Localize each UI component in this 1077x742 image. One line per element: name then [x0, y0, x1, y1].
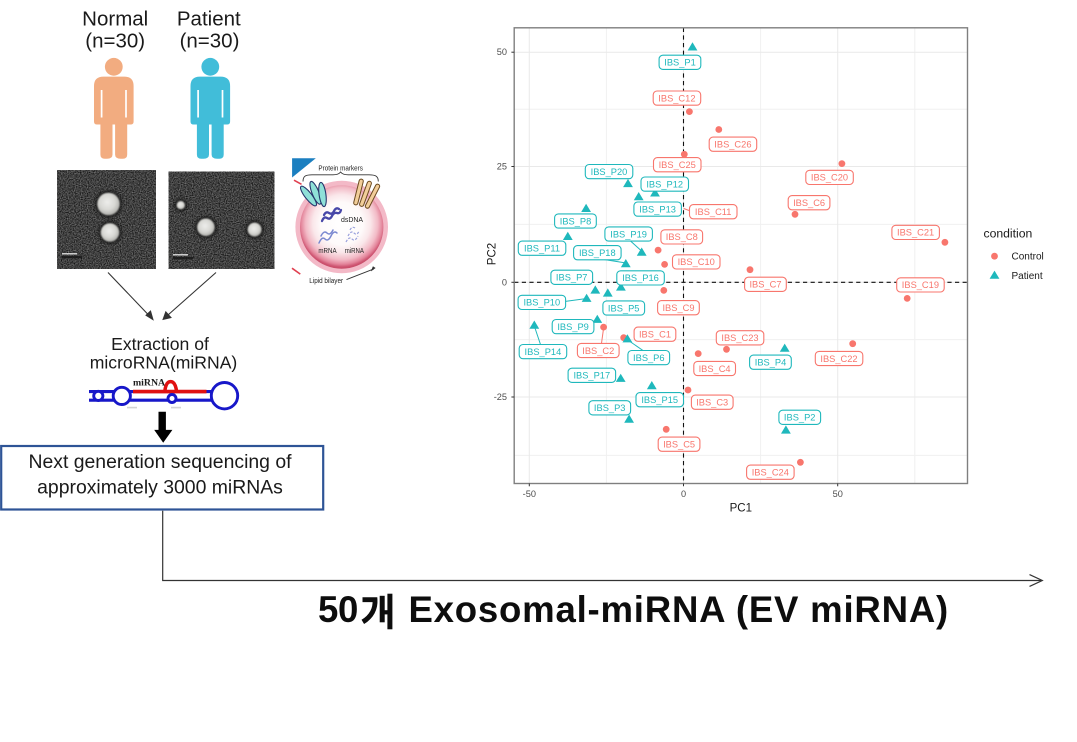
svg-text:miRNA: miRNA [345, 246, 364, 255]
svg-text:0: 0 [502, 277, 507, 287]
svg-text:IBS_P7: IBS_P7 [556, 273, 588, 283]
svg-text:approximately 3000 miRNAs: approximately 3000 miRNAs [37, 477, 283, 499]
svg-text:Exosomal-miRNA (EV miRNA): Exosomal-miRNA (EV miRNA) [409, 589, 949, 630]
svg-text:condition: condition [984, 227, 1033, 241]
svg-text:miRNA: miRNA [133, 377, 165, 388]
svg-text:IBS_P20: IBS_P20 [591, 167, 628, 177]
svg-text:IBS_P16: IBS_P16 [622, 273, 659, 283]
svg-text:IBS_C4: IBS_C4 [699, 364, 731, 374]
svg-text:IBS_P6: IBS_P6 [633, 353, 665, 363]
svg-text:Normal: Normal [82, 8, 148, 31]
svg-text:IBS_C24: IBS_C24 [752, 468, 789, 478]
svg-text:IBS_P5: IBS_P5 [608, 303, 640, 313]
svg-text:50: 50 [833, 489, 843, 499]
svg-text:IBS_C6: IBS_C6 [793, 198, 825, 208]
svg-text:IBS_P14: IBS_P14 [525, 347, 562, 357]
svg-text:Control: Control [1012, 252, 1044, 263]
svg-text:IBS_P15: IBS_P15 [641, 395, 678, 405]
svg-text:IBS_P3: IBS_P3 [594, 403, 626, 413]
svg-text:PC1: PC1 [730, 503, 752, 515]
svg-text:IBS_P1: IBS_P1 [664, 58, 696, 68]
svg-text:IBS_P10: IBS_P10 [523, 298, 560, 308]
svg-text:IBS_C12: IBS_C12 [658, 93, 695, 103]
svg-text:IBS_C19: IBS_C19 [902, 280, 939, 290]
svg-text:IBS_P9: IBS_P9 [557, 322, 589, 332]
svg-text:IBS_C3: IBS_C3 [696, 398, 728, 408]
svg-text:IBS_P11: IBS_P11 [524, 244, 560, 254]
svg-text:IBS_P4: IBS_P4 [755, 358, 787, 368]
svg-text:dsDNA: dsDNA [341, 215, 363, 224]
svg-text:microRNA(miRNA): microRNA(miRNA) [90, 353, 238, 373]
svg-text:50: 50 [497, 47, 507, 57]
svg-text:(n=30): (n=30) [180, 30, 240, 53]
svg-text:IBS_C8: IBS_C8 [666, 232, 698, 242]
svg-text:IBS_P8: IBS_P8 [560, 216, 592, 226]
svg-text:IBS_P2: IBS_P2 [784, 413, 816, 423]
svg-text:(n=30): (n=30) [85, 30, 145, 53]
svg-text:IBS_C21: IBS_C21 [897, 228, 934, 238]
svg-text:IBS_C9: IBS_C9 [662, 303, 694, 313]
svg-text:IBS_C7: IBS_C7 [749, 280, 781, 290]
svg-text:50: 50 [318, 589, 358, 630]
svg-text:IBS_C22: IBS_C22 [820, 354, 857, 364]
svg-text:IBS_C10: IBS_C10 [678, 257, 715, 267]
svg-text:IBS_C25: IBS_C25 [659, 160, 696, 170]
svg-text:IBS_P18: IBS_P18 [579, 248, 616, 258]
svg-text:-50: -50 [523, 489, 536, 499]
svg-text:IBS_P19: IBS_P19 [610, 229, 647, 239]
svg-text:0: 0 [681, 489, 686, 499]
svg-text:IBS_C11: IBS_C11 [695, 207, 732, 217]
svg-text:Protein markers: Protein markers [318, 164, 363, 173]
svg-text:25: 25 [497, 162, 507, 172]
svg-text:IBS_P12: IBS_P12 [646, 179, 683, 189]
svg-text:PC2: PC2 [487, 243, 499, 265]
svg-text:mRNA: mRNA [318, 246, 336, 255]
svg-text:IBS_P17: IBS_P17 [573, 371, 610, 381]
svg-text:Next generation sequencing of: Next generation sequencing of [28, 451, 292, 473]
svg-text:Extraction of: Extraction of [111, 334, 209, 354]
svg-text:IBS_C20: IBS_C20 [811, 173, 848, 183]
svg-text:IBS_C2: IBS_C2 [582, 346, 614, 356]
svg-text:-25: -25 [494, 392, 507, 402]
svg-text:IBS_C1: IBS_C1 [639, 330, 671, 340]
svg-text:Lipid bilayer: Lipid bilayer [309, 276, 343, 285]
svg-text:IBS_C26: IBS_C26 [714, 140, 751, 150]
svg-text:Patient: Patient [1012, 271, 1043, 282]
svg-text:IBS_C5: IBS_C5 [663, 440, 695, 450]
svg-text:Patient: Patient [177, 8, 241, 31]
svg-text:IBS_C23: IBS_C23 [721, 333, 758, 343]
svg-text:IBS_P13: IBS_P13 [639, 204, 676, 214]
